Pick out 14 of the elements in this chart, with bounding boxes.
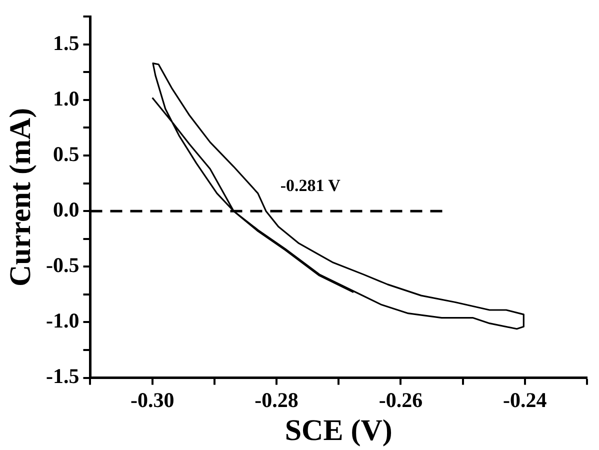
y-tick-label: 1.0 [52,86,80,110]
y-tick-label: 1.5 [52,30,80,55]
x-axis-title: SCE (V) [284,414,392,447]
x-tick-label: -0.26 [378,388,423,412]
x-tick-label: -0.24 [503,388,548,412]
x-tick-label: -0.30 [130,388,174,412]
y-tick-label: -0.5 [46,253,80,278]
annotation: -0.281 V [280,176,342,195]
y-axis-title: Current (mA) [4,108,37,286]
y-tick-label: -1.5 [46,364,80,388]
x-tick-label: -0.28 [254,388,298,412]
y-tick-label: -1.0 [46,308,80,333]
y-tick-label: 0.5 [52,142,80,166]
y-tick-label: 0.0 [52,198,80,222]
